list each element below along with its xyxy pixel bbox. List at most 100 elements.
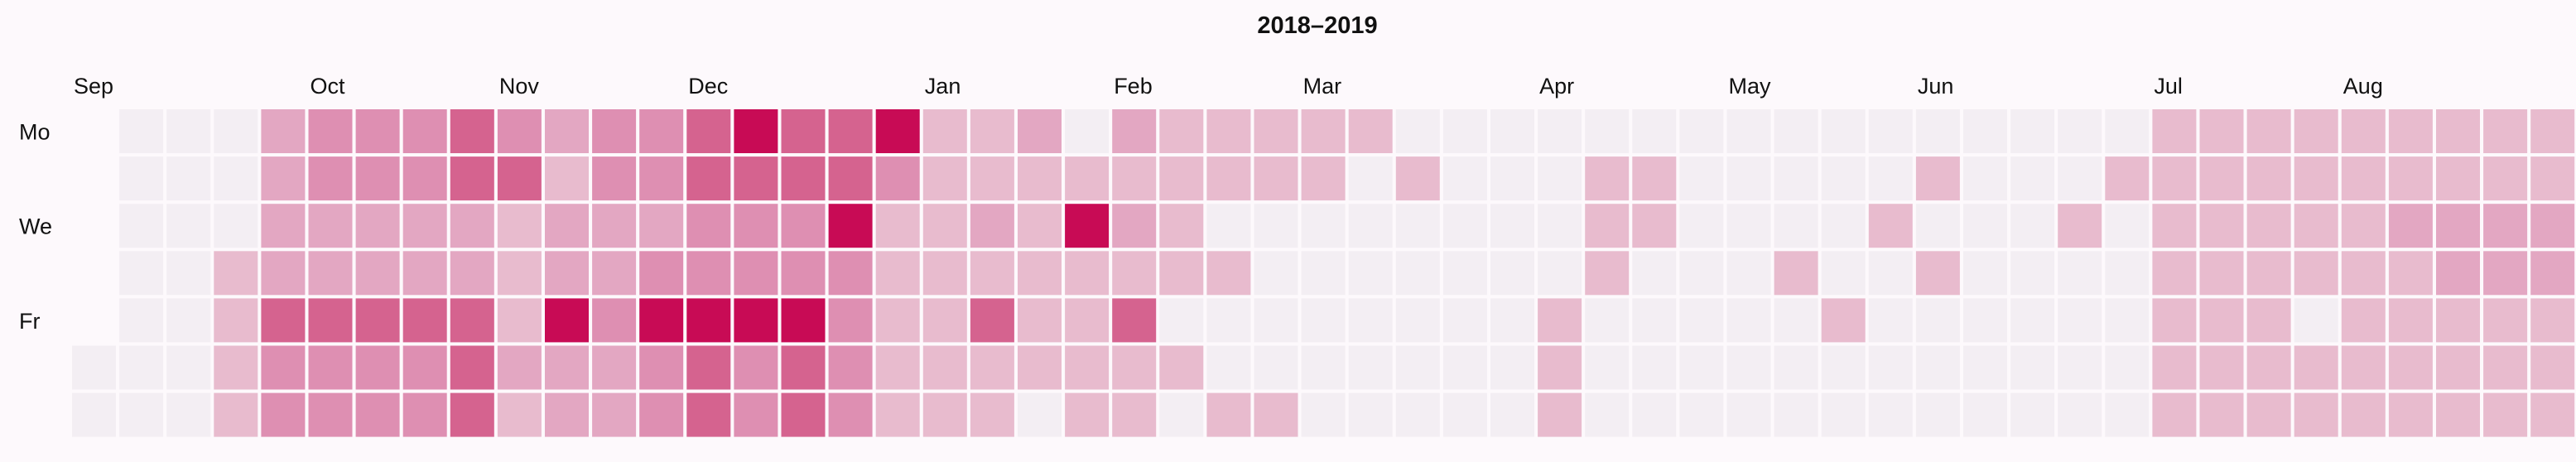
heatmap-cell — [734, 204, 778, 248]
heatmap-cell — [922, 345, 967, 390]
heatmap-cell — [970, 298, 1014, 343]
heatmap-cell — [261, 156, 306, 201]
heatmap-cell — [1538, 109, 1582, 153]
heatmap-cell — [2530, 345, 2575, 390]
heatmap-cell — [1963, 156, 2007, 201]
heatmap-cell — [1206, 204, 1251, 248]
heatmap-cell — [1963, 109, 2007, 153]
heatmap-cell — [2152, 392, 2197, 437]
heatmap-cell — [2199, 204, 2244, 248]
heatmap-cell — [214, 156, 258, 201]
heatmap-cell — [686, 298, 731, 343]
heatmap-cell — [875, 156, 920, 201]
heatmap-cell — [875, 298, 920, 343]
heatmap-cell — [119, 392, 164, 437]
heatmap-cell — [2388, 204, 2433, 248]
heatmap-cell — [875, 251, 920, 296]
heatmap-cell — [308, 109, 353, 153]
heatmap-cell — [2246, 298, 2291, 343]
heatmap-cell — [1585, 204, 1630, 248]
heatmap-cell — [2199, 345, 2244, 390]
heatmap-cell — [1159, 156, 1204, 201]
heatmap-cell — [1915, 204, 1960, 248]
heatmap-cell — [214, 109, 258, 153]
heatmap-cell — [2152, 109, 2197, 153]
heatmap-cell — [355, 298, 400, 343]
heatmap-cell — [592, 392, 637, 437]
heatmap-cell — [1632, 392, 1677, 437]
heatmap-cell — [1632, 251, 1677, 296]
heatmap-cell — [1395, 251, 1440, 296]
heatmap-cell — [1112, 392, 1157, 437]
month-label: Oct — [311, 74, 346, 99]
heatmap-cell — [2152, 251, 2197, 296]
heatmap-cell — [1348, 298, 1393, 343]
heatmap-cell — [2152, 156, 2197, 201]
heatmap-cell — [2105, 204, 2150, 248]
heatmap-cell — [1821, 204, 1866, 248]
heatmap-cell — [922, 156, 967, 201]
heatmap-cell — [1348, 109, 1393, 153]
heatmap-cell — [1112, 251, 1157, 296]
heatmap-cell — [1018, 156, 1062, 201]
heatmap-cell — [875, 109, 920, 153]
heatmap-cell — [166, 156, 211, 201]
heatmap-cell — [402, 109, 447, 153]
heatmap-cell — [592, 109, 637, 153]
heatmap-cell — [1301, 204, 1346, 248]
heatmap-cell — [2530, 392, 2575, 437]
heatmap-cell — [1254, 156, 1298, 201]
heatmap-cell — [1726, 298, 1771, 343]
heatmap-cell — [639, 204, 684, 248]
heatmap-cell — [1821, 251, 1866, 296]
heatmap-cell — [1206, 109, 1251, 153]
heatmap-cell — [970, 156, 1014, 201]
heatmap-cell — [1348, 251, 1393, 296]
heatmap-cell — [450, 204, 494, 248]
heatmap-cell — [639, 109, 684, 153]
heatmap-cell — [1632, 156, 1677, 201]
heatmap-cell — [1348, 204, 1393, 248]
heatmap-cell — [2294, 251, 2338, 296]
heatmap-cell — [875, 345, 920, 390]
heatmap-cell — [1395, 298, 1440, 343]
heatmap-cell — [686, 204, 731, 248]
heatmap-cell — [2436, 156, 2480, 201]
heatmap-cell — [970, 345, 1014, 390]
heatmap-cell — [1585, 298, 1630, 343]
heatmap-cell — [497, 392, 542, 437]
heatmap-cell — [1018, 251, 1062, 296]
heatmap-cell — [308, 204, 353, 248]
heatmap-cell — [1538, 298, 1582, 343]
heatmap-cell — [402, 298, 447, 343]
heatmap-cell — [1632, 345, 1677, 390]
heatmap-cell — [1159, 345, 1204, 390]
heatmap-cell — [119, 298, 164, 343]
heatmap-cell — [355, 156, 400, 201]
heatmap-cell — [355, 109, 400, 153]
heatmap-cell — [545, 156, 589, 201]
heatmap-cell — [1254, 204, 1298, 248]
heatmap-cell — [166, 392, 211, 437]
heatmap-cell — [828, 156, 873, 201]
heatmap-cell — [1774, 298, 1818, 343]
heatmap-cell — [2388, 156, 2433, 201]
heatmap-cell — [450, 109, 494, 153]
heatmap-cell — [2058, 392, 2102, 437]
heatmap-cell — [1112, 156, 1157, 201]
heatmap-cell — [686, 392, 731, 437]
heatmap-cell — [1632, 298, 1677, 343]
heatmap-cell — [828, 345, 873, 390]
heatmap-cell — [308, 392, 353, 437]
heatmap-cell — [828, 109, 873, 153]
heatmap-cell — [2341, 109, 2386, 153]
heatmap-cell — [214, 392, 258, 437]
heatmap-cell — [2388, 251, 2433, 296]
heatmap-cell — [2152, 298, 2197, 343]
heatmap-cell — [828, 392, 873, 437]
heatmap-cell — [355, 392, 400, 437]
heatmap-cell — [592, 345, 637, 390]
heatmap-cell — [781, 251, 826, 296]
heatmap-cell — [1159, 298, 1204, 343]
heatmap-cell — [592, 204, 637, 248]
